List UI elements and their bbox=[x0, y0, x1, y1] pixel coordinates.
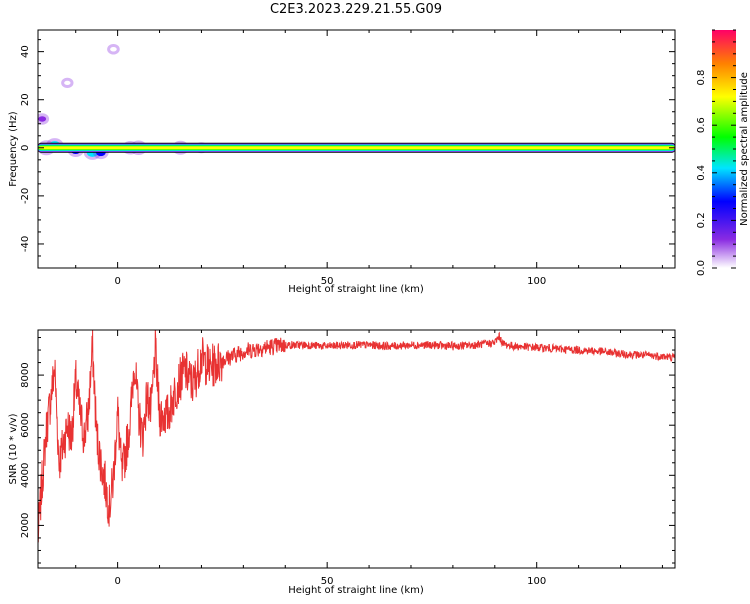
spectrogram-ytick-label: -40 bbox=[20, 236, 31, 252]
colorbar-gradient bbox=[712, 30, 736, 268]
spectrogram-spot bbox=[38, 116, 47, 122]
colorbar-tick-label: 0.4 bbox=[696, 165, 707, 181]
spectrogram-xtick-label: 0 bbox=[114, 276, 120, 287]
spectrogram-ytick-label: 40 bbox=[20, 45, 31, 58]
snr-series-line bbox=[38, 330, 675, 543]
colorbar-tick-label: 0.0 bbox=[696, 260, 707, 276]
spectrogram-spot bbox=[110, 46, 117, 52]
spectrogram-frame bbox=[37, 29, 676, 269]
spectrogram-ytick-label: 20 bbox=[20, 93, 31, 106]
colorbar-tick-label: 0.2 bbox=[696, 212, 707, 228]
colorbar-label: Normalized spectral amplitude bbox=[739, 72, 750, 226]
spectrogram-spot bbox=[64, 80, 71, 86]
spectrogram-ytick-label: 0 bbox=[20, 145, 31, 151]
spectrogram-xlabel: Height of straight line (km) bbox=[288, 284, 424, 295]
snr-ylabel: SNR (10 * v/v) bbox=[8, 413, 19, 484]
colorbar: 0.0 0.2 0.4 0.6 0.8 Normalized spectral ampl… bbox=[696, 29, 750, 276]
snr-xlabel: Height of straight line (km) bbox=[288, 585, 424, 596]
snr-xtick-label: 0 bbox=[114, 576, 120, 587]
snr-frame bbox=[37, 329, 676, 569]
spectrogram-xtick-label: 100 bbox=[527, 276, 546, 287]
snr-xtick-label: 50 bbox=[321, 576, 334, 587]
spectrogram-ytick-label: -20 bbox=[20, 188, 31, 204]
snr-xtick-label: 100 bbox=[527, 576, 546, 587]
snr-ytick-label: 2000 bbox=[20, 513, 31, 538]
colorbar-tick-label: 0.6 bbox=[696, 117, 707, 133]
snr-ytick-label: 6000 bbox=[20, 412, 31, 437]
spectrogram-band bbox=[38, 146, 675, 149]
spectrogram-panel: 0 50 100 -40 -20 0 20 40 Height of straight lin… bbox=[8, 29, 676, 295]
figure-title: C2E3.2023.229.21.55.G09 bbox=[270, 2, 442, 17]
snr-ytick-label: 8000 bbox=[20, 362, 31, 387]
snr-ytick-label: 4000 bbox=[20, 463, 31, 488]
spectrogram-ylabel: Frequency (Hz) bbox=[8, 111, 19, 187]
spectrogram-xtick-label: 50 bbox=[321, 276, 334, 287]
snr-panel: 0 50 100 2000 4000 6000 8000 Height of straigh… bbox=[8, 329, 676, 596]
colorbar-tick-label: 0.8 bbox=[696, 70, 707, 86]
